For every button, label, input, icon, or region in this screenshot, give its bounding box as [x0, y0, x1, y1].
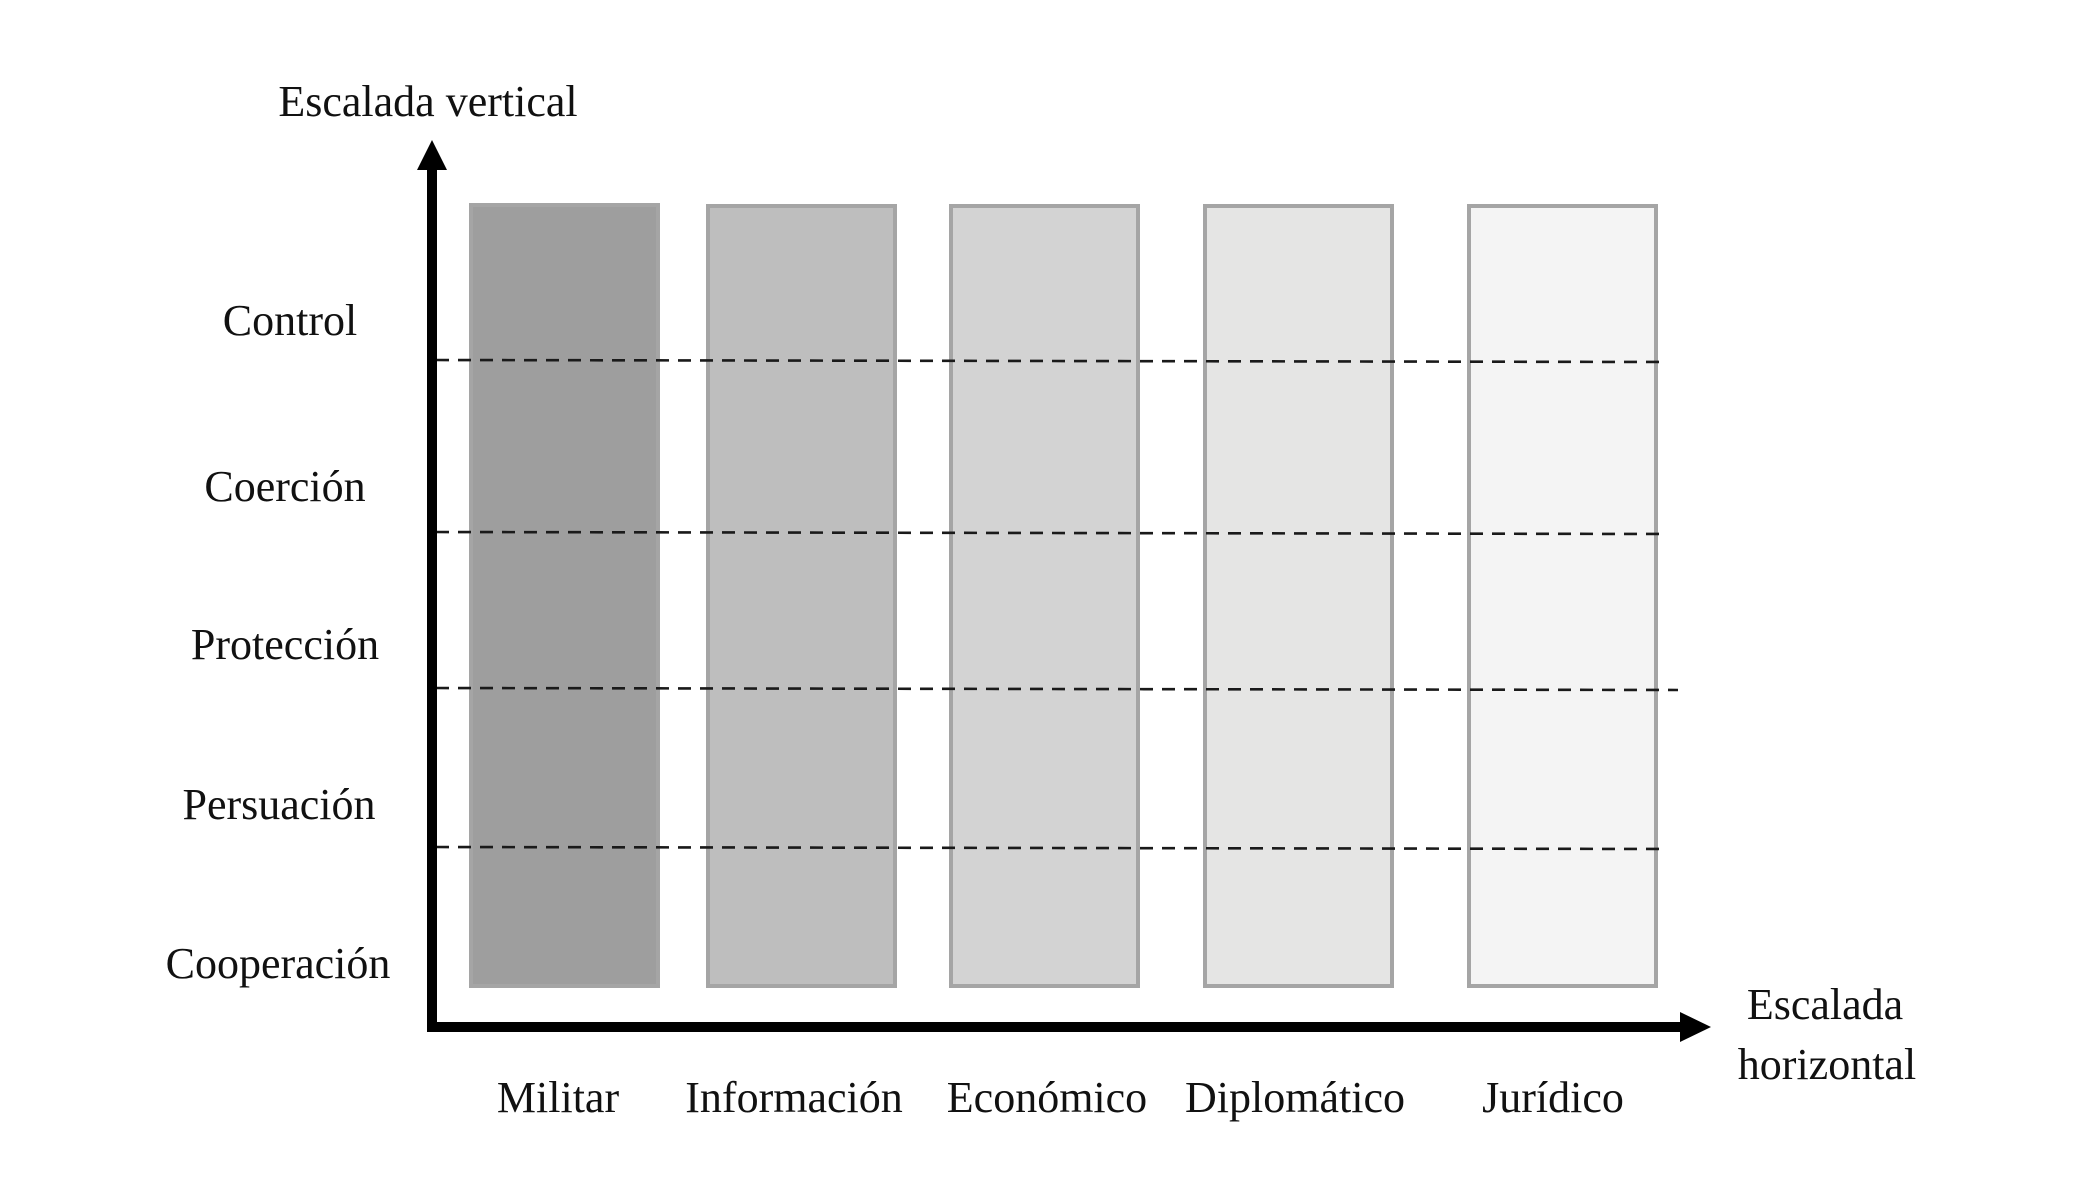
column-economico: [949, 204, 1140, 988]
level-separators: [435, 358, 1679, 851]
level-label-coercion: Coerción: [204, 462, 365, 511]
horizontal-axis-title-line2: horizontal: [1738, 1040, 1916, 1089]
horizontal-axis-arrowhead: [1680, 1012, 1711, 1042]
level-label-persuacion: Persuación: [182, 780, 375, 829]
level-label-cooperacion: Cooperación: [166, 939, 391, 988]
category-label-juridico: Jurídico: [1482, 1073, 1624, 1122]
column-militar: [469, 203, 660, 988]
category-label-diplomatico: Diplomático: [1185, 1073, 1405, 1122]
axes: [417, 140, 1711, 1042]
category-columns: [469, 203, 1658, 988]
level-label-proteccion: Protección: [191, 620, 379, 669]
separator-proteccion-persuacion: [435, 686, 1679, 692]
category-label-militar: Militar: [497, 1073, 620, 1122]
separator-control-coercion: [435, 358, 1668, 364]
vertical-axis-title: Escalada vertical: [278, 77, 577, 126]
column-informacion: [706, 204, 897, 988]
category-label-economico: Económico: [947, 1073, 1147, 1122]
separator-coercion-proteccion: [435, 530, 1668, 536]
level-label-control: Control: [223, 296, 357, 345]
column-juridico: [1467, 204, 1658, 988]
vertical-axis-arrowhead: [417, 140, 447, 170]
category-label-informacion: Información: [685, 1073, 902, 1122]
separator-persuacion-cooperacion: [435, 845, 1668, 851]
category-labels: Militar Información Económico Diplomátic…: [497, 1073, 1624, 1122]
column-diplomatico: [1203, 204, 1394, 988]
level-labels: Control Coerción Protección Persuación C…: [166, 296, 391, 988]
horizontal-axis-title-line1: Escalada: [1747, 980, 1903, 1029]
